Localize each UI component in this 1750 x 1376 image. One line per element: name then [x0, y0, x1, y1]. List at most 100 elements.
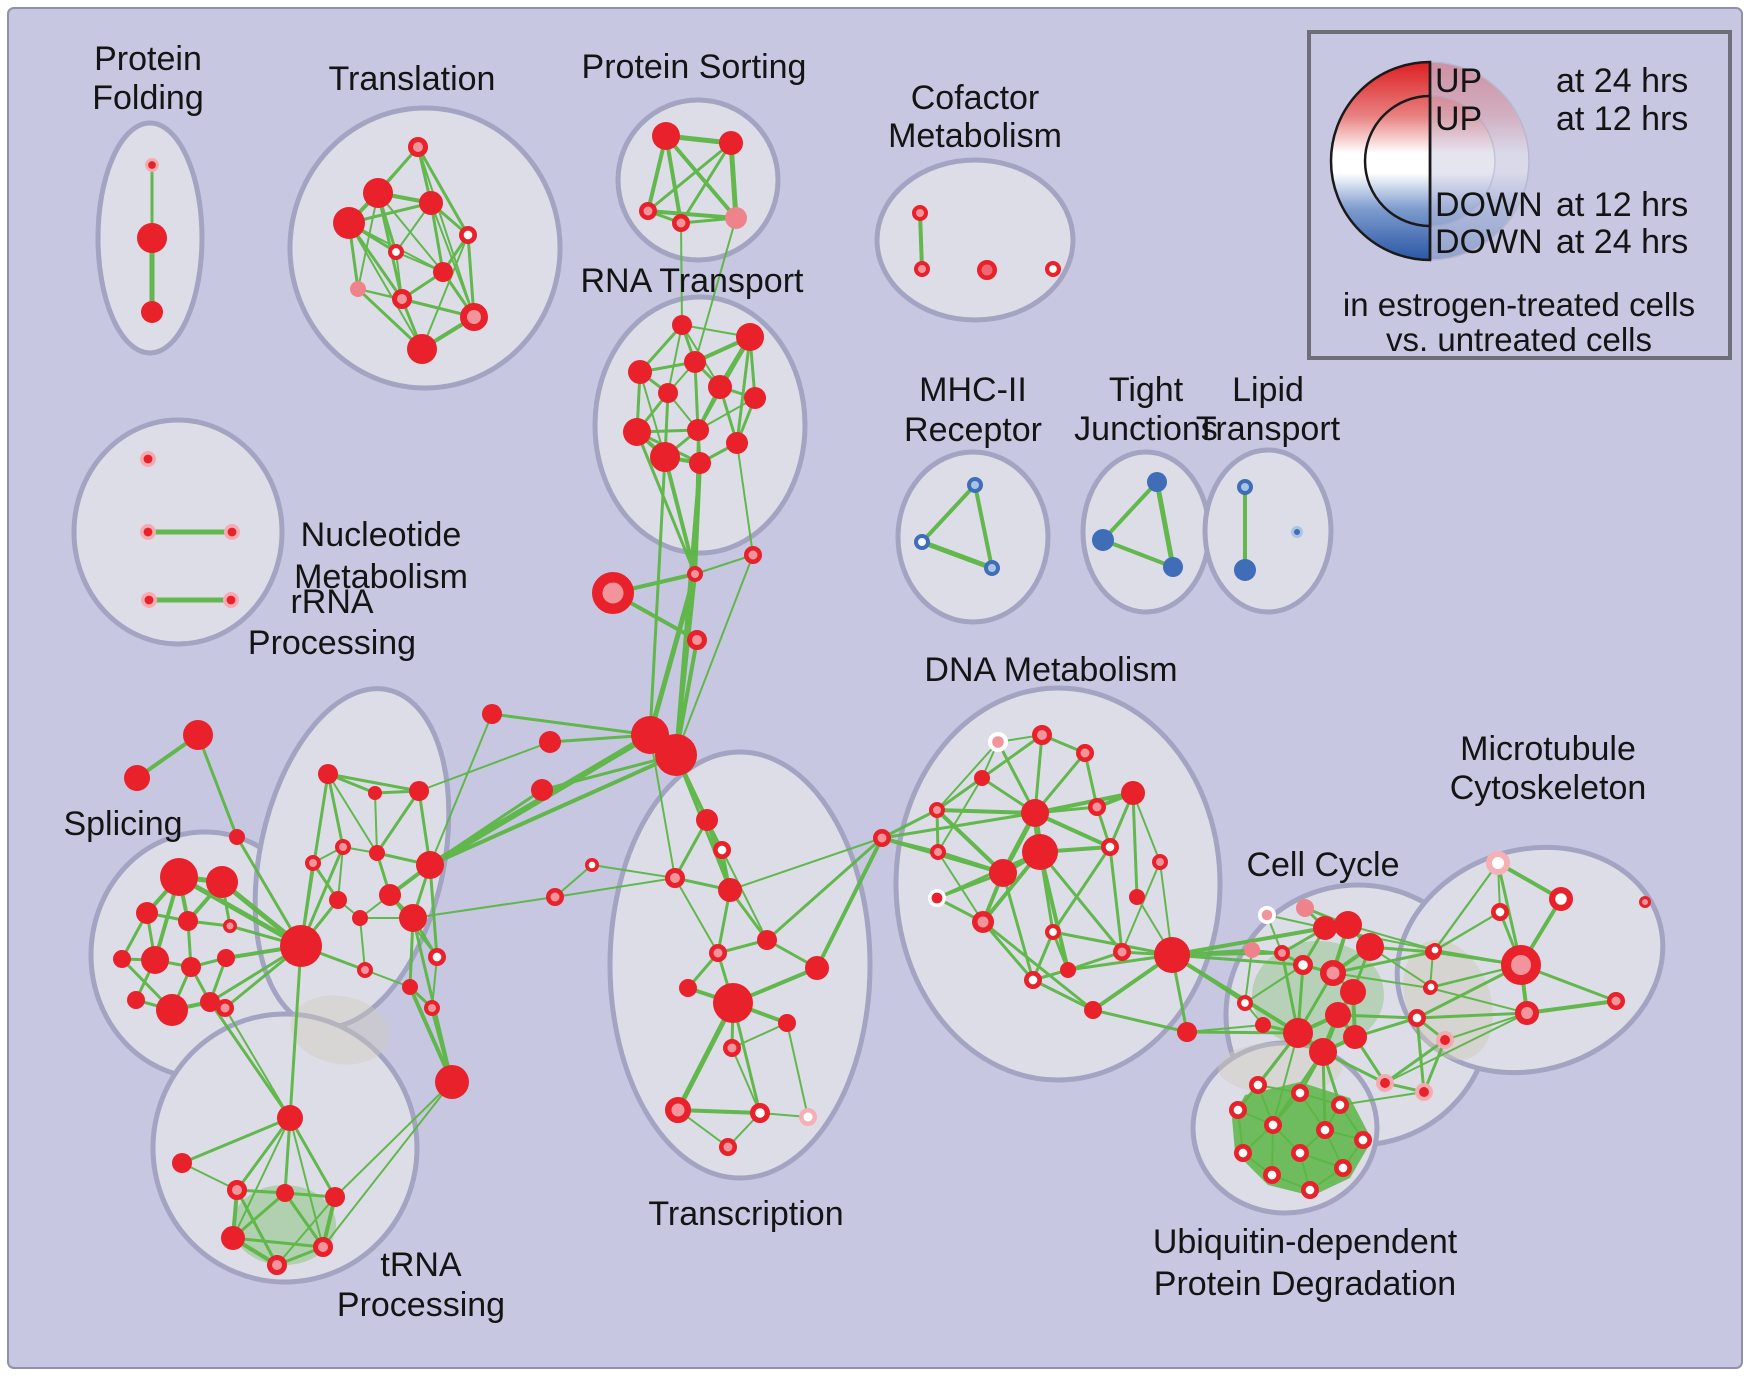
gene-node-rp [1501, 945, 1541, 985]
gene-node-r [1334, 911, 1362, 939]
gene-node-rp [912, 205, 928, 221]
network-edge [663, 455, 697, 576]
network-edge [235, 835, 303, 948]
gene-node-r [419, 191, 443, 215]
network-edge [288, 944, 303, 1120]
legend-time-label-3: at 24 hrs [1556, 223, 1688, 261]
gene-node-r [141, 946, 169, 974]
network-edge [181, 1162, 238, 1191]
network-edge [1332, 972, 1431, 989]
gene-node-r [172, 1153, 192, 1173]
network-edge [1422, 1038, 1447, 1094]
gene-node-rp [227, 1180, 247, 1200]
network-edge [973, 483, 994, 570]
gene-node-r [318, 764, 338, 784]
gene-node-rw [713, 841, 732, 860]
gene-node-pr [224, 523, 241, 540]
cluster-translation-label: Translation [329, 60, 496, 98]
gene-node-rp [687, 566, 703, 582]
network-edge [693, 360, 700, 432]
gene-node-rp [914, 261, 930, 277]
network-edge [232, 1117, 291, 1239]
network-edge [935, 808, 1005, 875]
gene-node-b [1234, 559, 1256, 581]
cluster-microtubule-cytoskeleton-label: Microtubule [1460, 730, 1636, 768]
network-edge [1154, 479, 1176, 570]
gene-node-r [407, 334, 437, 364]
gene-node-wr [927, 888, 946, 907]
gene-node-pr [1415, 1083, 1434, 1102]
gene-node-wp [987, 731, 1008, 752]
network-edge [674, 877, 719, 954]
gene-node-r [679, 979, 697, 997]
gene-node-r [435, 1065, 469, 1099]
cluster-tight-junctions-label: Tight [1109, 371, 1184, 409]
cluster-ubiquitin-dependent-protein-degradation-label: Ubiquitin-dependent [1153, 1223, 1458, 1261]
gene-node-r [1255, 1017, 1271, 1033]
network-edge [428, 753, 678, 867]
network-edge [376, 191, 404, 301]
gene-node-r [1343, 1025, 1367, 1049]
gene-node-r [718, 878, 742, 902]
network-edge [1186, 1024, 1264, 1033]
cluster-protein-sorting-label: Protein Sorting [582, 48, 807, 86]
gene-node-rp [357, 962, 373, 978]
gene-node-r [736, 323, 764, 351]
gene-node-rw [1044, 260, 1061, 277]
gene-node-r [181, 957, 201, 977]
gene-node-r [805, 956, 829, 980]
network-edge [694, 554, 754, 575]
gene-node-rw [1423, 980, 1438, 995]
gene-node-r [1283, 1018, 1313, 1048]
network-edge [679, 141, 733, 225]
network-edge [429, 713, 493, 866]
network-edge [374, 792, 378, 854]
network-edge [1101, 538, 1175, 569]
gene-node-rp [873, 829, 891, 847]
gene-node-r [1340, 979, 1366, 1005]
gene-node-rw [1263, 1115, 1282, 1134]
gene-node-r [137, 223, 167, 253]
network-edge [680, 222, 683, 326]
gene-node-b [1163, 557, 1183, 577]
gene-node-r [329, 891, 347, 909]
cluster-cofactor-metabolism-label: Metabolism [888, 117, 1062, 155]
network-edge [728, 140, 739, 221]
gene-node-rp [930, 844, 946, 860]
network-edge [664, 134, 683, 225]
network-edge [375, 789, 421, 855]
gene-node-rp [687, 630, 707, 650]
gene-node-r [628, 360, 652, 384]
network-edge [919, 539, 995, 571]
network-edge [1132, 792, 1161, 863]
gene-node-rp [665, 868, 685, 888]
gene-node-r [369, 845, 385, 861]
network-edge [937, 851, 984, 923]
legend-ring-inner-right [1429, 95, 1496, 227]
network-edge [648, 455, 667, 737]
network-edge [428, 863, 439, 959]
network-edge [981, 920, 1035, 982]
network-edge [1384, 1012, 1528, 1084]
gene-node-rp [1076, 744, 1094, 762]
network-edge [815, 836, 884, 970]
network-edge [334, 1081, 453, 1198]
cluster-rrna-processing-label: Processing [248, 624, 416, 662]
network-edge [1101, 480, 1159, 542]
gene-node-bl [984, 560, 1000, 576]
gene-node-r [363, 178, 393, 208]
gene-node-r [1121, 781, 1145, 805]
gene-node-rw [1490, 903, 1509, 922]
gene-node-r [368, 786, 382, 800]
gene-node-bl [967, 477, 983, 493]
gene-node-r [1022, 834, 1058, 870]
network-edge [673, 818, 709, 880]
gene-node-r [136, 902, 158, 924]
network-edge [348, 222, 423, 350]
overlap-cellcycle-microtubule [1403, 939, 1493, 1061]
gene-node-rw [1548, 886, 1573, 911]
gene-node-rp [1032, 725, 1052, 745]
gene-node-r [333, 207, 365, 239]
network-edge [283, 1191, 325, 1249]
cluster-dna-metabolism-ellipse [893, 685, 1223, 1083]
